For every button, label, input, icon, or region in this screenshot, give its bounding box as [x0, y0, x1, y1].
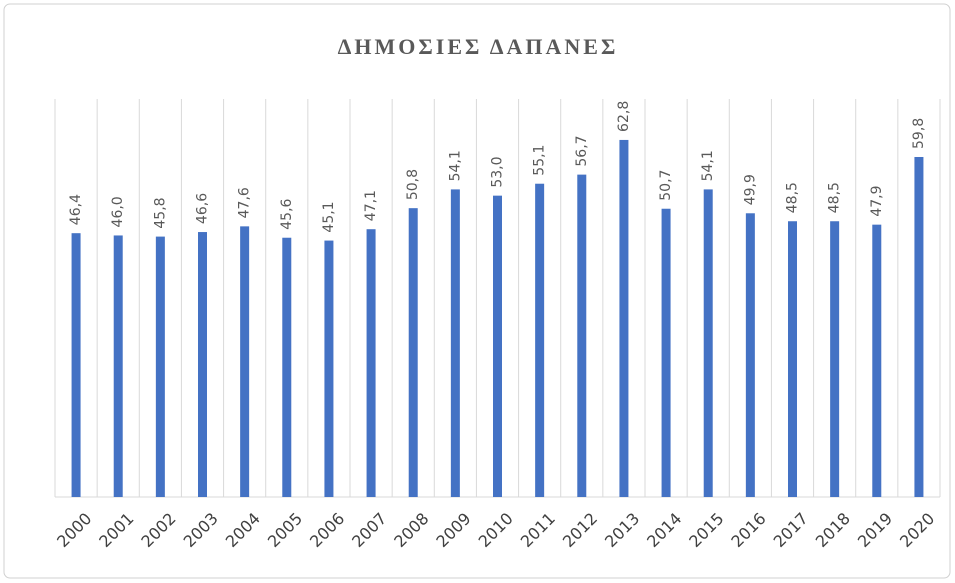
bar [71, 233, 81, 497]
bar [155, 236, 165, 497]
bar [240, 226, 250, 498]
bar [788, 221, 797, 497]
value-label: 46,4 [68, 194, 84, 225]
value-label: 45,1 [321, 201, 337, 232]
bar [661, 208, 671, 497]
value-label: 47,6 [237, 187, 253, 218]
value-label: 47,9 [869, 185, 885, 216]
value-label: 53,0 [490, 156, 506, 187]
value-label: 50,7 [658, 170, 674, 201]
bar [745, 213, 755, 498]
bar [619, 139, 629, 498]
value-label: 49,9 [742, 174, 758, 205]
bar [113, 235, 123, 497]
value-label: 54,1 [447, 150, 463, 181]
bar [198, 232, 207, 497]
bar [282, 237, 292, 497]
value-label: 62,8 [616, 101, 632, 132]
value-label: 45,6 [279, 198, 295, 229]
value-label: 59,8 [911, 118, 927, 149]
bar [577, 174, 587, 497]
chart-border [3, 3, 951, 579]
chart-title: ΔΗΜΟΣΙΕΣ ΔΑΠΑΝΕΣ [338, 34, 619, 59]
value-label: 45,8 [152, 197, 168, 228]
bar [830, 221, 840, 497]
bar [872, 224, 882, 497]
bar [408, 208, 418, 497]
bar [535, 183, 545, 497]
value-label: 48,5 [785, 182, 801, 213]
value-label: 56,7 [574, 135, 590, 166]
bar [450, 189, 460, 497]
value-label: 47,1 [363, 190, 379, 221]
value-label: 55,1 [532, 145, 548, 176]
value-label: 46,0 [110, 196, 126, 227]
value-label: 48,5 [827, 182, 843, 213]
bar [493, 195, 502, 497]
value-label: 46,6 [195, 193, 211, 224]
bar [914, 156, 924, 497]
value-label: 54,1 [700, 150, 716, 181]
bar [703, 189, 713, 497]
bar [366, 229, 376, 497]
bar [324, 240, 334, 497]
value-label: 50,8 [405, 169, 421, 200]
